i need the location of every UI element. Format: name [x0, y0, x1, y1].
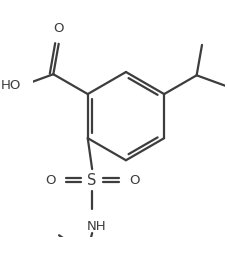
Text: HO: HO [1, 79, 21, 92]
Text: O: O [53, 22, 64, 35]
Text: NH: NH [86, 220, 106, 233]
Text: O: O [45, 174, 55, 187]
Text: S: S [87, 173, 96, 188]
Text: O: O [128, 174, 139, 187]
